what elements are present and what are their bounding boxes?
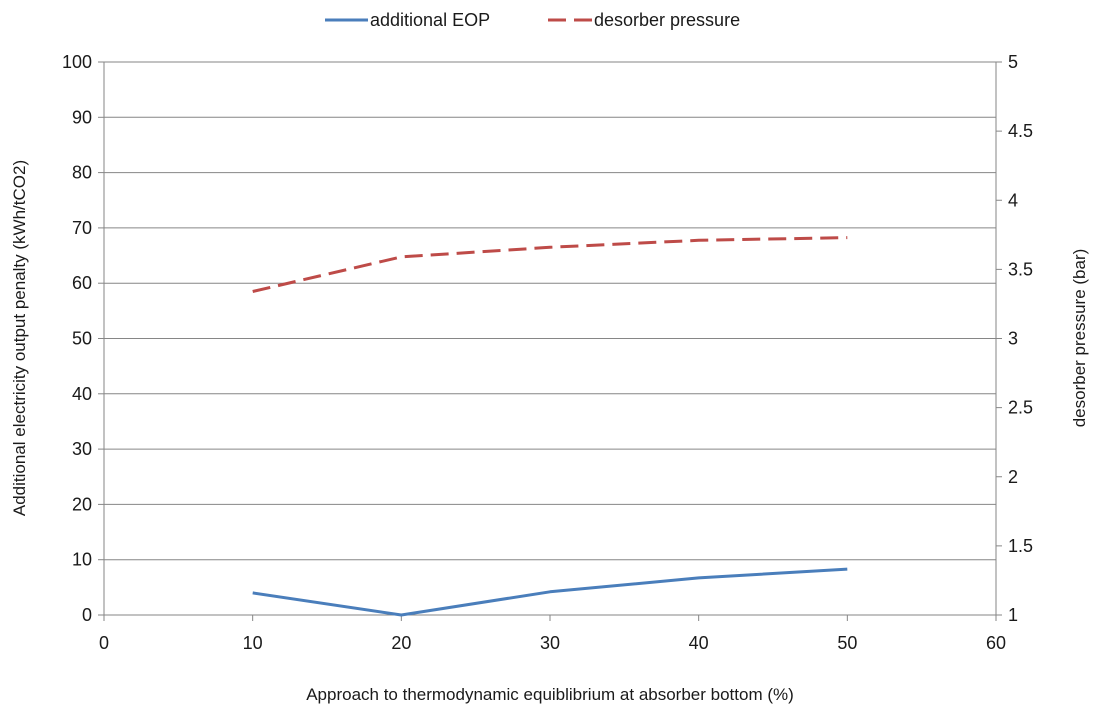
y-tick-label: 40 [72, 384, 92, 404]
y2-tick-label: 4.5 [1008, 121, 1033, 141]
axes [98, 61, 1002, 621]
x-axis-title: Approach to thermodynamic equiblibrium a… [306, 685, 794, 704]
series-line-2 [252, 236, 848, 293]
y2-tick-label: 2.5 [1008, 398, 1033, 418]
y-tick-label: 20 [72, 494, 92, 514]
x-tick-label: 20 [391, 633, 411, 653]
y-tick-label: 30 [72, 439, 92, 459]
legend: additional EOP desorber pressure [325, 10, 740, 30]
y2-tick-label: 2 [1008, 467, 1018, 487]
y-tick-label: 60 [72, 273, 92, 293]
y2-tick-label: 5 [1008, 52, 1018, 72]
series-lines [252, 236, 848, 617]
y2-tick-label: 3.5 [1008, 259, 1033, 279]
x-tick-label: 50 [837, 633, 857, 653]
legend-label: additional EOP [370, 10, 490, 30]
y-tick-label: 10 [72, 550, 92, 570]
x-tick-label: 10 [243, 633, 263, 653]
y-tick-label: 80 [72, 163, 92, 183]
y2-tick-label: 1 [1008, 605, 1018, 625]
x-tick-label: 60 [986, 633, 1006, 653]
series-line-1 [252, 567, 848, 617]
tick-labels: 010203040506070809010011.522.533.544.550… [62, 52, 1033, 653]
legend-label: desorber pressure [594, 10, 740, 30]
y-tick-label: 100 [62, 52, 92, 72]
x-tick-label: 40 [689, 633, 709, 653]
y2-axis-title: desorber pressure (bar) [1070, 249, 1089, 428]
x-tick-label: 30 [540, 633, 560, 653]
y-tick-label: 70 [72, 218, 92, 238]
y2-tick-label: 4 [1008, 190, 1018, 210]
y-tick-label: 0 [82, 605, 92, 625]
y-tick-label: 90 [72, 107, 92, 127]
y-tick-label: 50 [72, 329, 92, 349]
y2-tick-label: 3 [1008, 329, 1018, 349]
gridlines [104, 61, 996, 561]
y2-tick-label: 1.5 [1008, 536, 1033, 556]
x-tick-label: 0 [99, 633, 109, 653]
y-axis-title: Additional electricity output penalty (k… [10, 160, 29, 516]
